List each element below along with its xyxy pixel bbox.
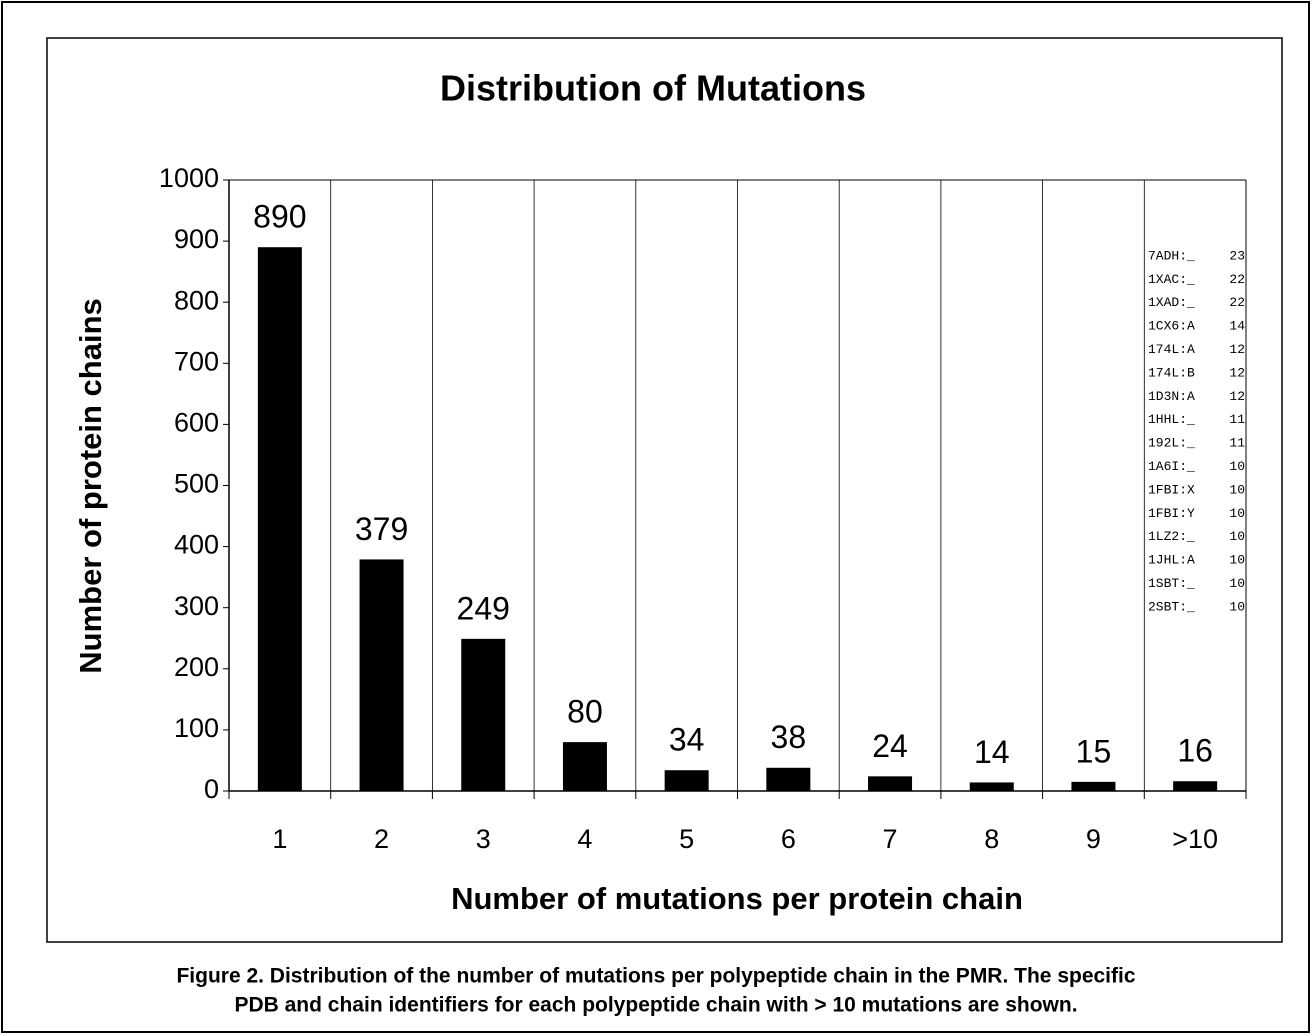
annotation-count: 23 [1229, 248, 1245, 263]
y-tick-label: 600 [174, 408, 219, 438]
value-label: 80 [567, 694, 603, 730]
bar [359, 559, 404, 791]
y-tick-label: 100 [174, 713, 219, 743]
bar [868, 776, 913, 791]
annotation-count: 22 [1229, 295, 1245, 310]
annotation-count: 10 [1229, 459, 1245, 474]
x-tick-label: 3 [476, 824, 491, 854]
annotation-id: 1FBI:X [1148, 482, 1195, 497]
annotation-id: 2SBT:_ [1148, 599, 1195, 614]
bar [562, 742, 607, 791]
annotation-id: 1HHL:_ [1148, 412, 1195, 427]
value-label: 379 [355, 511, 408, 547]
annotation-count: 10 [1229, 506, 1245, 521]
x-tick-label: 4 [577, 824, 592, 854]
caption-line: Figure 2. Distribution of the number of … [176, 965, 1135, 988]
annotation-id: 174L:B [1148, 365, 1195, 380]
y-axis-label: Number of protein chains [73, 298, 108, 673]
annotation-id: 1SBT:_ [1148, 576, 1195, 591]
annotation-id: 192L:_ [1148, 436, 1195, 451]
chart-frame [46, 37, 1283, 943]
value-label: 34 [669, 722, 705, 758]
annotation-id: 7ADH:_ [1148, 248, 1195, 263]
annotation-count: 10 [1229, 599, 1245, 614]
annotation-id: 1XAD:_ [1148, 295, 1195, 310]
bar [461, 638, 506, 791]
annotation-id: 1A6I:_ [1148, 459, 1195, 474]
x-tick-label: 2 [374, 824, 389, 854]
annotation-count: 22 [1229, 272, 1245, 287]
bar [969, 782, 1014, 791]
annotation-id: 1JHL:A [1148, 553, 1195, 568]
annotation-count: 10 [1229, 553, 1245, 568]
y-tick-label: 800 [174, 285, 219, 315]
bar [766, 767, 811, 791]
y-tick-label: 700 [174, 346, 219, 376]
value-label: 249 [457, 590, 510, 626]
annotation-id: 1XAC:_ [1148, 272, 1195, 287]
annotation-count: 10 [1229, 576, 1245, 591]
annotation-id: 174L:A [1148, 342, 1195, 357]
annotation-count: 11 [1229, 412, 1245, 427]
caption-line: PDB and chain identifiers for each polyp… [234, 994, 1077, 1017]
y-tick-label: 200 [174, 652, 219, 682]
annotation-count: 11 [1229, 436, 1245, 451]
y-tick-label: 400 [174, 530, 219, 560]
value-label: 16 [1177, 733, 1213, 769]
value-label: 14 [974, 734, 1010, 770]
x-tick-label: 5 [679, 824, 694, 854]
value-label: 24 [872, 728, 908, 764]
annotation-count: 10 [1229, 529, 1245, 544]
bar [1173, 781, 1218, 791]
x-tick-label: 9 [1086, 824, 1101, 854]
value-label: 890 [253, 199, 306, 235]
annotation-count: 12 [1229, 365, 1245, 380]
y-tick-label: 0 [204, 774, 219, 804]
annotation-count: 14 [1229, 319, 1245, 334]
x-tick-label: 6 [781, 824, 796, 854]
x-axis-label: Number of mutations per protein chain [451, 881, 1023, 916]
y-tick-label: 500 [174, 469, 219, 499]
bar [257, 247, 302, 791]
x-tick-label: >10 [1172, 824, 1218, 854]
annotation-id: 1FBI:Y [1148, 506, 1195, 521]
annotation-count: 12 [1229, 389, 1245, 404]
chart-title: Distribution of Mutations [440, 68, 866, 109]
y-tick-label: 900 [174, 224, 219, 254]
value-label: 15 [1076, 733, 1112, 769]
y-tick-label: 1000 [159, 163, 219, 193]
annotation-id: 1LZ2:_ [1148, 529, 1195, 544]
y-tick-label: 300 [174, 591, 219, 621]
x-tick-label: 1 [272, 824, 287, 854]
x-tick-label: 8 [984, 824, 999, 854]
bar [664, 770, 709, 791]
annotation-count: 12 [1229, 342, 1245, 357]
annotation-count: 10 [1229, 482, 1245, 497]
x-tick-label: 7 [883, 824, 898, 854]
annotation-id: 1D3N:A [1148, 389, 1195, 404]
annotation-id: 1CX6:A [1148, 319, 1195, 334]
value-label: 38 [771, 719, 807, 755]
bar [1071, 781, 1116, 791]
